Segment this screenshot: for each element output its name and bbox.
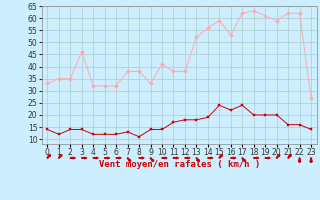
X-axis label: Vent moyen/en rafales ( km/h ): Vent moyen/en rafales ( km/h ) [99, 160, 260, 169]
